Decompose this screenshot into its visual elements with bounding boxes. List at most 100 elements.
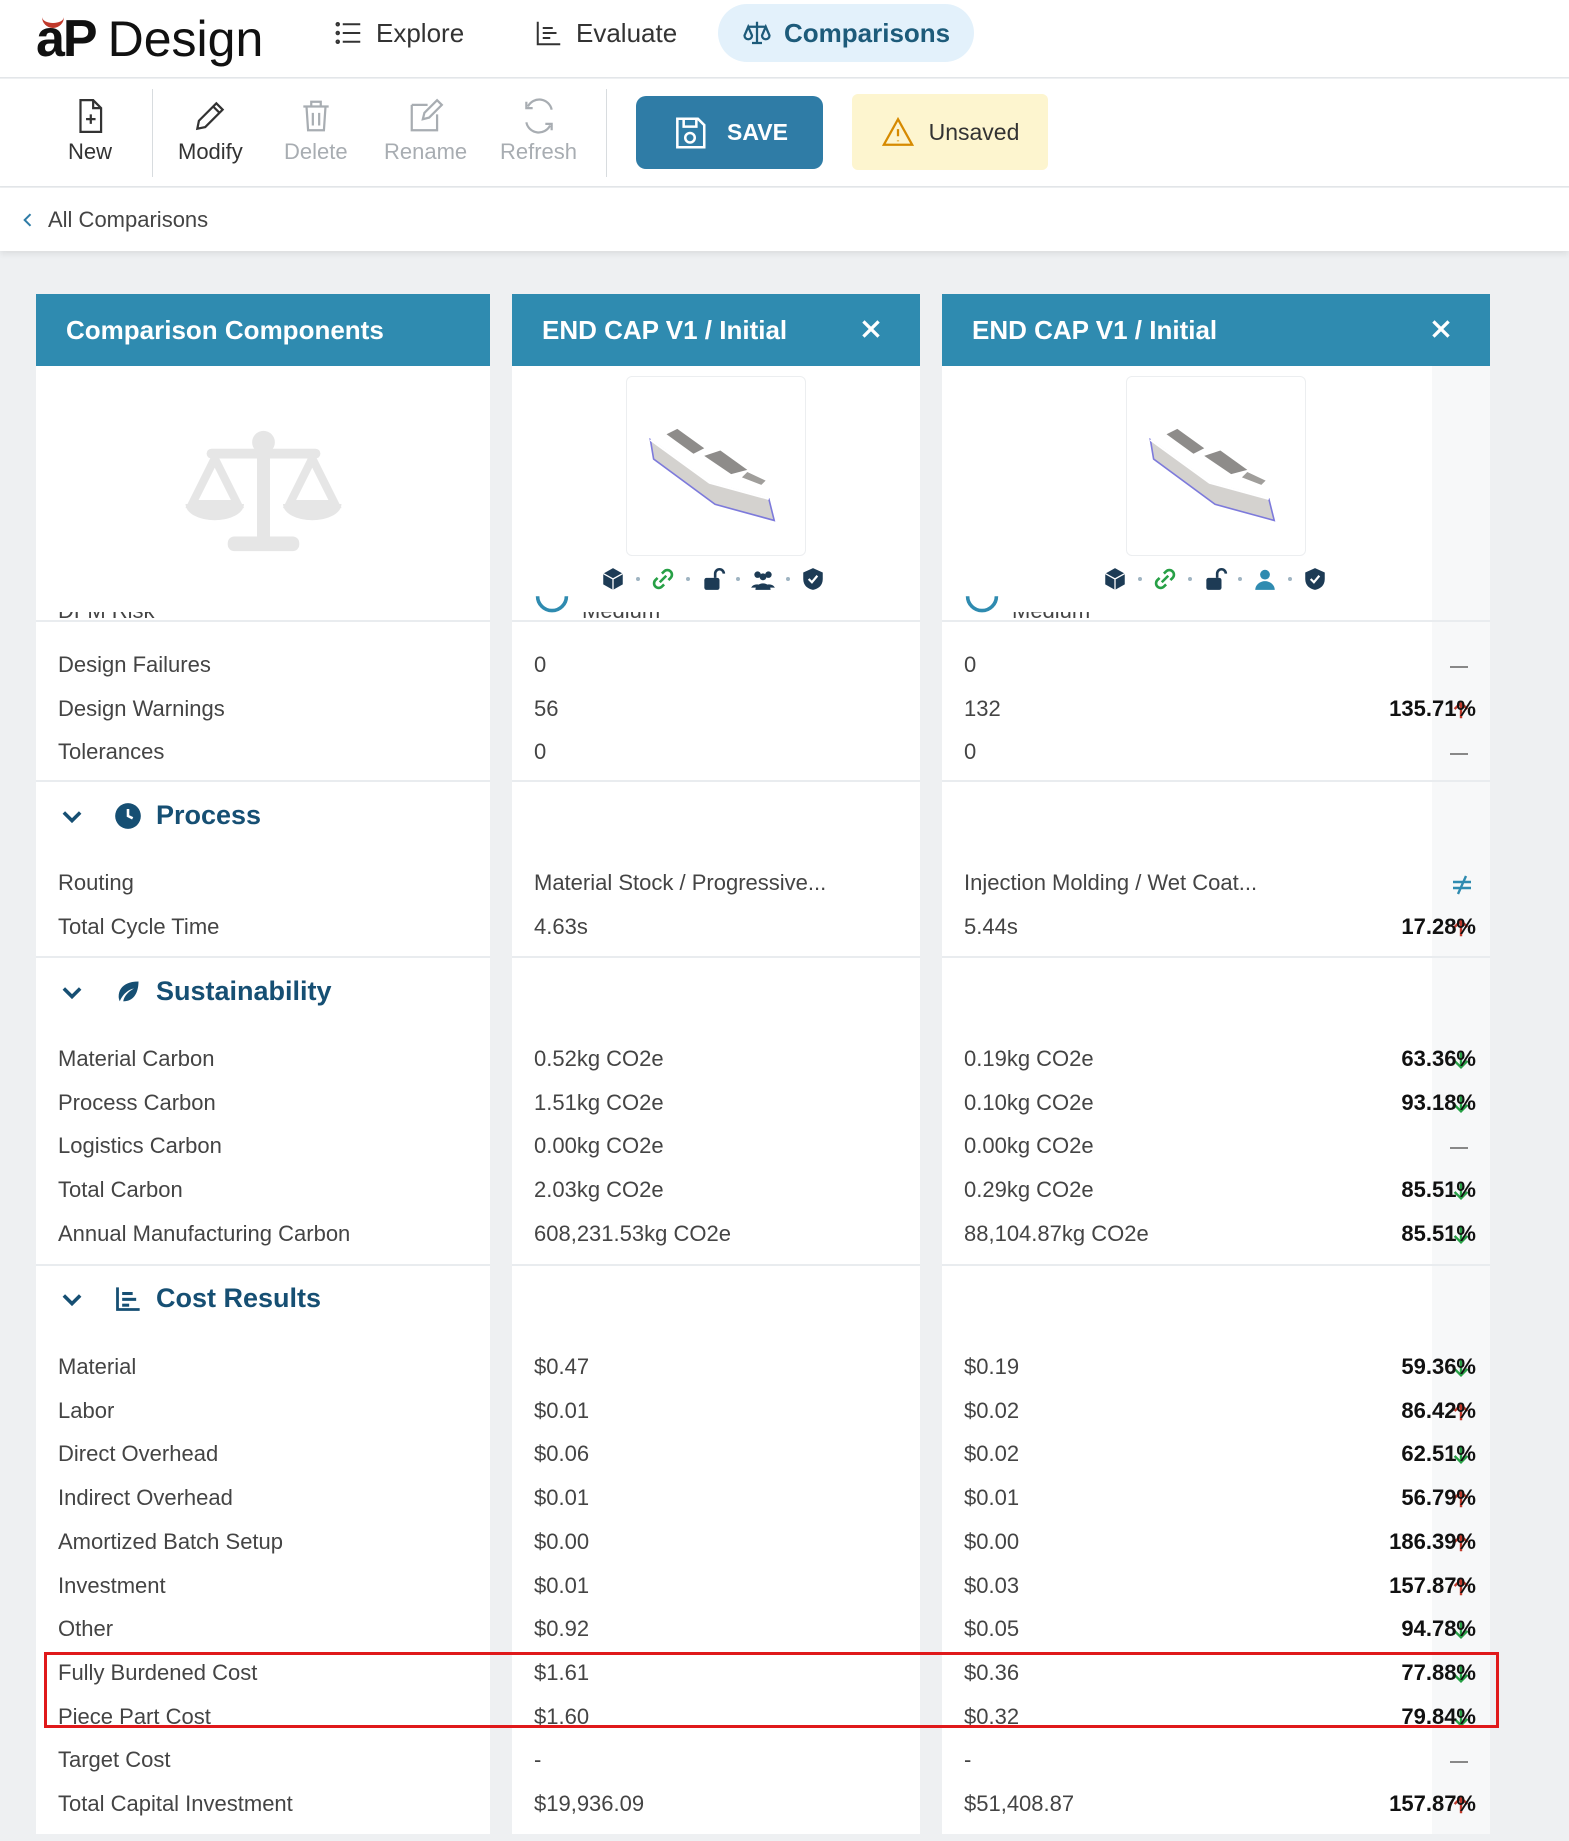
separator-dot [1238,577,1242,581]
arrow-down-icon [1453,1226,1469,1244]
arrow-down-icon [1453,1665,1469,1683]
chevron-down-icon [62,1293,82,1306]
row-label: Design Warnings [58,695,225,721]
base-part-header: END CAP V1 / Initial [512,294,920,366]
cost-section-header[interactable]: Cost Results [58,1283,321,1314]
section-divider [942,620,1490,622]
refresh-button[interactable]: Refresh [500,97,577,165]
arrow-up-icon [1453,1577,1469,1595]
base-value: $1.61 [534,1659,590,1685]
new-file-icon [79,99,103,133]
row-label: Annual Manufacturing Carbon [58,1220,351,1246]
compare-value: 0 [964,652,977,677]
base-part-title: END CAP V1 / Initial [542,314,788,345]
difference-percent: 135.71% [1389,695,1476,721]
difference-percent: 62.51% [1401,1441,1476,1467]
section-divider [942,780,1490,782]
section-divider [512,1264,920,1266]
arrow-down-icon [1453,1359,1469,1378]
logo-text: Design [107,11,264,67]
chevron-down-icon [62,810,82,823]
difference-percent: 77.88% [1401,1659,1476,1685]
base-value: 0.52kg CO2e [534,1046,664,1071]
row-label: Process Carbon [58,1089,216,1115]
partial-compare-value: Medium [1012,598,1091,623]
compare-part-title: END CAP V1 / Initial [972,314,1218,345]
base-value: $0.92 [534,1616,590,1642]
base-value: $0.06 [534,1441,590,1467]
section-divider [512,620,920,622]
team-icon [751,571,775,590]
leaf-icon [118,981,139,1001]
no-change-icon [1450,1761,1468,1764]
delete-label: Delete [284,139,348,164]
base-part-column: END CAP V1 / Initial Medium 0 56 0 Material … [512,294,920,1834]
compare-value: $0.02 [964,1397,1020,1423]
row-label: Fully Burdened Cost [58,1659,258,1685]
difference-percent: 56.79% [1401,1485,1476,1511]
dfm-risk-ring-icon [965,596,999,613]
tab-evaluate[interactable]: Evaluate [510,4,701,62]
base-value: $0.01 [534,1572,590,1598]
base-value: 1.51kg CO2e [534,1089,664,1115]
compare-value: 132 [964,695,1001,721]
row-label: Material Carbon [58,1046,215,1071]
arrow-down-icon [1453,1447,1469,1465]
compare-value: 5.44s [964,913,1018,939]
refresh-label: Refresh [500,139,578,164]
shield-check-icon [1305,568,1325,590]
tab-comparisons[interactable]: Comparisons [718,4,975,62]
toolbar-divider [606,89,607,177]
compare-value: 0.29kg CO2e [964,1177,1094,1203]
difference-percent: 157.87% [1389,1572,1476,1598]
base-value: $0.00 [534,1528,590,1554]
section-divider [36,780,490,782]
sustainability-section-header[interactable]: Sustainability [58,976,332,1007]
arrow-up-icon [1453,1402,1469,1420]
difference-percent: 86.42% [1401,1397,1476,1423]
tab-evaluate-label: Evaluate [576,17,678,48]
part-thumbnail[interactable] [1126,376,1306,556]
trash-icon [303,100,329,132]
logo-mark: aP [36,10,98,68]
save-button[interactable]: SAVE [636,96,823,169]
section-divider [942,1264,1490,1266]
section-divider [36,620,490,622]
app-logo[interactable]: aP Design [36,4,263,74]
components-body: DFM Risk Design Failures Design Warnings To… [36,366,490,1834]
difference-percent: 186.39% [1389,1528,1476,1554]
arrow-up-icon [1453,700,1469,718]
close-icon[interactable] [858,316,884,342]
compare-value: 0.19kg CO2e [964,1046,1094,1071]
row-label: Material [58,1354,137,1379]
close-icon[interactable] [1428,316,1454,342]
modify-button[interactable]: Modify [178,97,243,165]
list-icon [335,22,361,44]
tab-explore[interactable]: Explore [310,4,488,62]
difference-percent: 93.18% [1401,1089,1476,1115]
process-section-header[interactable]: Process [58,800,261,831]
part-thumbnail[interactable] [626,376,806,556]
compare-value: 0.00kg CO2e [964,1133,1094,1159]
chevron-left-icon[interactable] [18,210,38,230]
compare-value: - [964,1747,972,1773]
components-title: Comparison Components [66,314,384,345]
row-label: Amortized Batch Setup [58,1528,284,1554]
row-label: Total Carbon [58,1177,183,1203]
compare-value: $0.00 [964,1528,1020,1554]
modify-label: Modify [178,139,243,164]
all-comparisons-link[interactable]: All Comparisons [48,206,209,232]
difference-percent: 85.51% [1401,1177,1476,1203]
base-part-body: Medium 0 56 0 Material Stock / Progressive..… [512,366,920,1834]
row-label: Other [58,1616,114,1642]
new-label: New [68,139,113,164]
chart-icon [536,21,561,46]
compare-value: 0.10kg CO2e [964,1089,1094,1115]
toolbar: New Modify Delete Rename Refresh SAVE Un… [0,79,1569,187]
compare-value: $0.03 [964,1572,1020,1598]
new-button[interactable]: New [68,97,112,165]
delete-button[interactable]: Delete [284,97,348,165]
compare-value: 0 [964,739,977,765]
rename-button[interactable]: Rename [384,97,467,165]
base-value: $1.60 [534,1703,590,1729]
